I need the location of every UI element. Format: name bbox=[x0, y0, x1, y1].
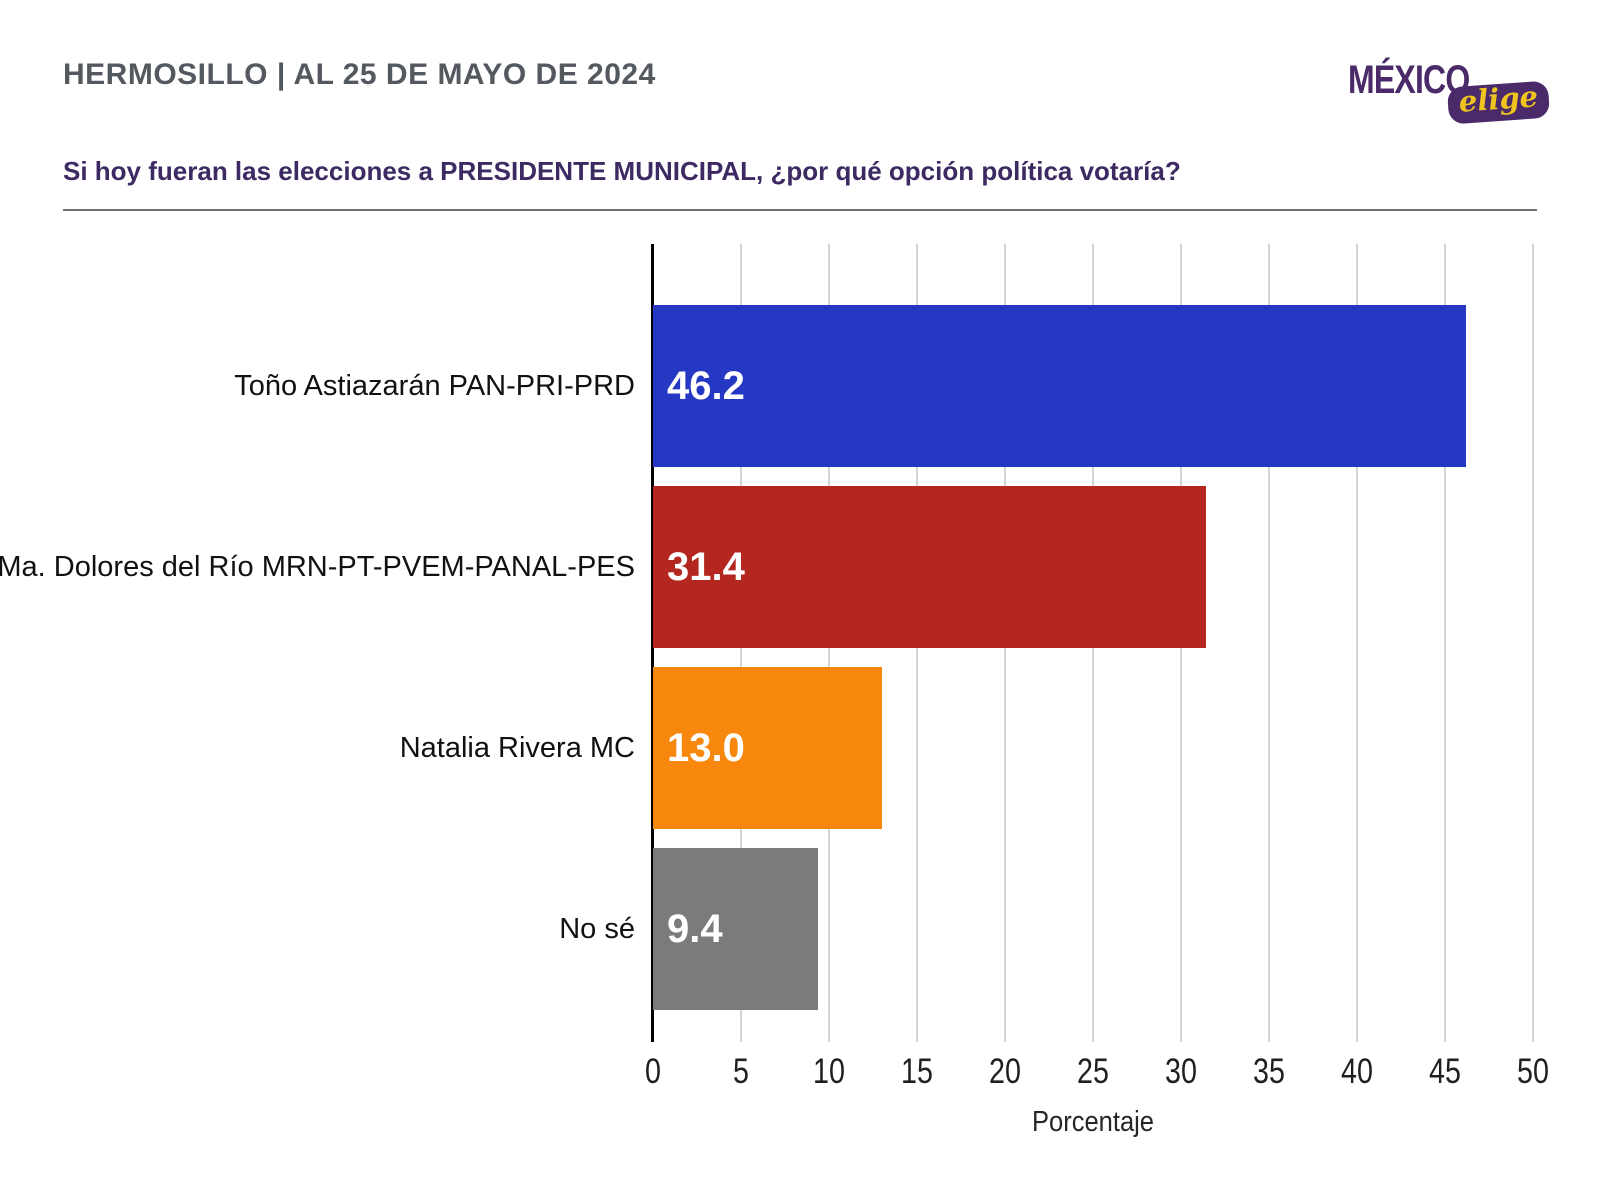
bar: 13.0 bbox=[653, 667, 882, 829]
gridline bbox=[1444, 244, 1446, 1042]
bar-value-label: 46.2 bbox=[667, 363, 745, 408]
x-tick-label: 25 bbox=[1077, 1052, 1109, 1091]
x-tick-label: 30 bbox=[1165, 1052, 1197, 1091]
x-axis-label: Porcentaje bbox=[1031, 1106, 1155, 1138]
bar: 46.2 bbox=[653, 305, 1467, 467]
gridline bbox=[1532, 244, 1534, 1042]
bar-category-label: Toño Astiazarán PAN-PRI-PRD bbox=[234, 370, 635, 402]
bar: 9.4 bbox=[653, 848, 819, 1010]
page-title: HERMOSILLO | AL 25 DE MAYO DE 2024 bbox=[63, 58, 656, 91]
bar-category-label: No sé bbox=[559, 913, 635, 945]
x-tick-label: 0 bbox=[645, 1052, 661, 1091]
mexico-elige-logo: MÉXICO elige bbox=[1348, 58, 1551, 138]
bar: 31.4 bbox=[653, 486, 1206, 648]
horizontal-divider bbox=[63, 209, 1537, 211]
x-tick-label: 5 bbox=[733, 1052, 749, 1091]
x-tick-label: 50 bbox=[1517, 1052, 1549, 1091]
bar-value-label: 13.0 bbox=[667, 725, 745, 770]
x-tick-label: 20 bbox=[989, 1052, 1021, 1091]
x-tick-label: 45 bbox=[1429, 1052, 1461, 1091]
gridline bbox=[1356, 244, 1358, 1042]
gridline bbox=[1268, 244, 1270, 1042]
x-tick-label: 10 bbox=[813, 1052, 845, 1091]
survey-question: Si hoy fueran las elecciones a PRESIDENT… bbox=[63, 156, 1181, 186]
x-tick-label: 35 bbox=[1253, 1052, 1285, 1091]
x-tick-label: 40 bbox=[1341, 1052, 1373, 1091]
bar-category-label: Ma. Dolores del Río MRN-PT-PVEM-PANAL-PE… bbox=[0, 551, 635, 583]
bar-value-label: 9.4 bbox=[667, 906, 723, 951]
y-axis-line bbox=[651, 244, 654, 1042]
bar-category-label: Natalia Rivera MC bbox=[399, 732, 635, 764]
bar-value-label: 31.4 bbox=[667, 544, 745, 589]
x-tick-label: 15 bbox=[901, 1052, 933, 1091]
